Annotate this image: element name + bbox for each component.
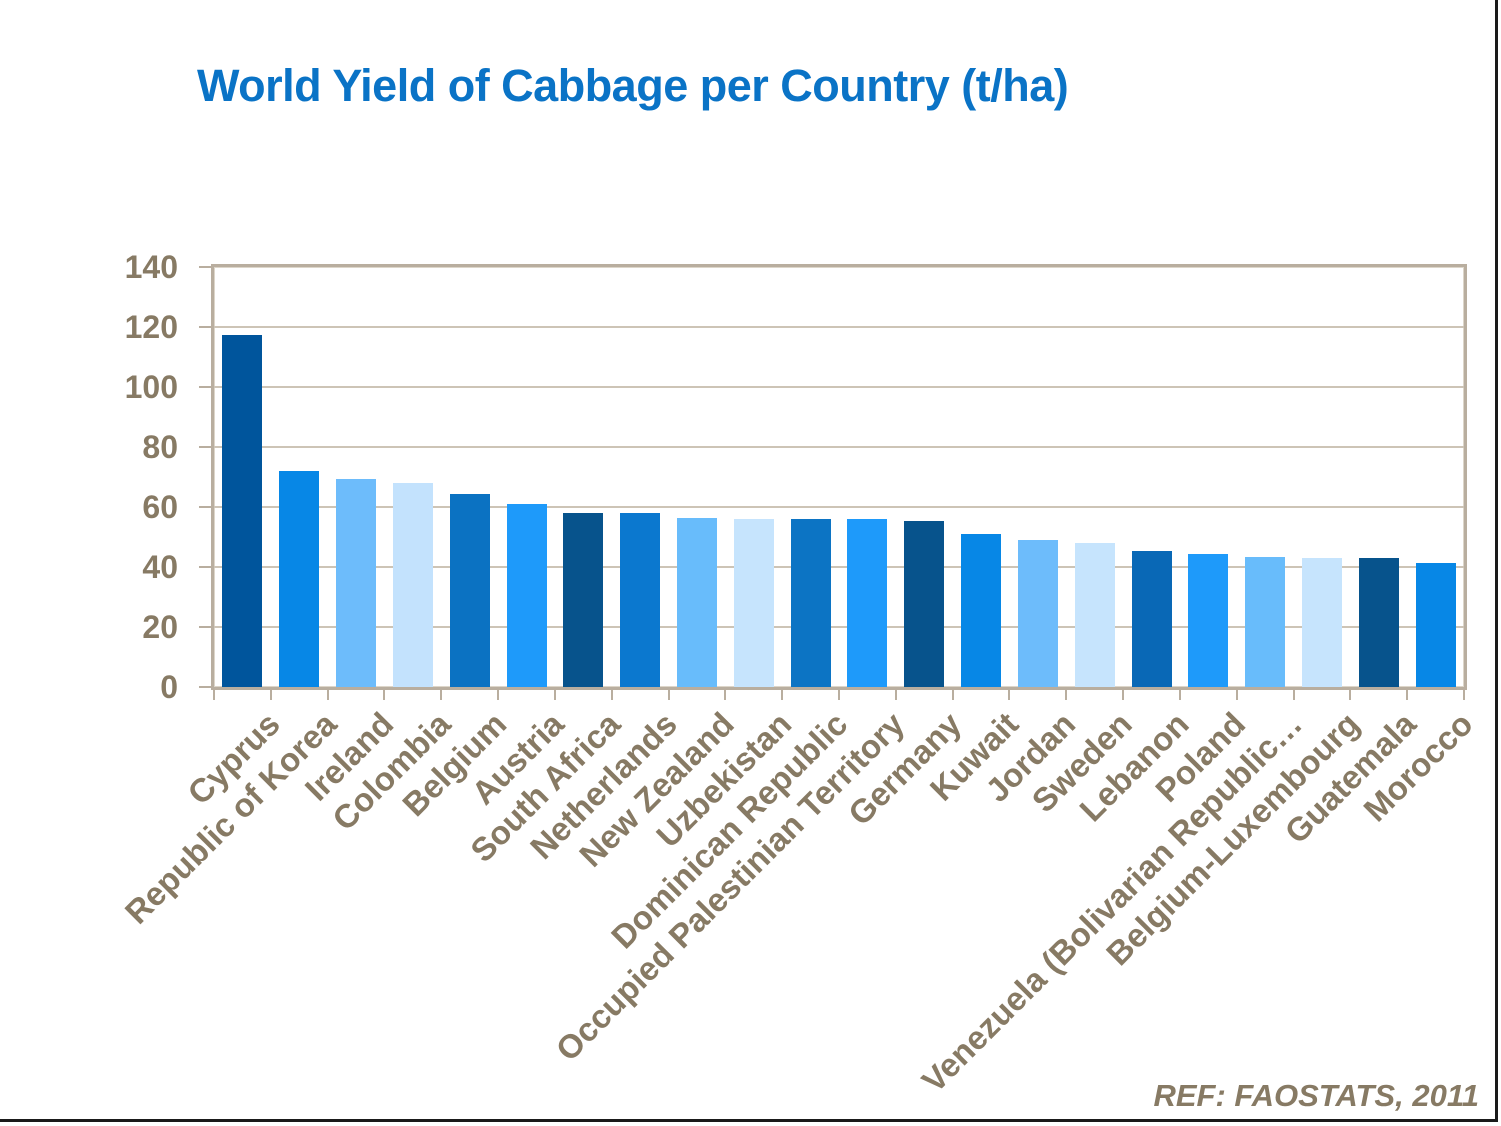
x-axis-tick-3 <box>383 690 386 700</box>
y-axis-label-140: 140 <box>124 249 178 285</box>
bar-lebanon <box>1131 550 1172 687</box>
x-axis-tick-12 <box>894 690 897 700</box>
bar-belgium-luxembourg <box>1301 558 1342 687</box>
x-axis-tick-15 <box>1065 690 1068 700</box>
bar-netherlands <box>620 513 661 687</box>
plot-area <box>214 267 1464 687</box>
bar-republic-of-korea <box>279 471 320 687</box>
bar-ireland <box>336 478 377 687</box>
gridline-120 <box>214 326 1464 328</box>
x-axis-tick-17 <box>1178 690 1181 700</box>
slide-edge-right <box>1495 0 1498 1122</box>
bar-guatemala <box>1358 558 1399 687</box>
y-axis-label-40: 40 <box>142 549 178 585</box>
x-axis-tick-11 <box>838 690 840 700</box>
bar-jordan <box>1017 540 1058 687</box>
x-axis-tick-1 <box>269 690 272 700</box>
bar-morocco <box>1415 562 1456 687</box>
x-axis-tick-2 <box>326 690 329 700</box>
x-axis-tick-21 <box>1406 690 1409 700</box>
gridline-100 <box>214 386 1464 388</box>
x-axis-tick-13 <box>951 690 954 700</box>
y-axis-label-100: 100 <box>124 369 178 405</box>
bar-colombia <box>392 483 433 687</box>
x-axis-tick-6 <box>553 690 556 700</box>
reference-text: REF: FAOSTATS, 2011 <box>1153 1078 1479 1113</box>
y-axis-tick-120 <box>199 326 211 328</box>
y-axis-tick-60 <box>199 506 211 508</box>
slide-edge-bottom <box>0 1119 1498 1122</box>
gridline-60 <box>214 506 1464 508</box>
x-axis-tick-7 <box>610 690 613 700</box>
bar-sweden <box>1074 543 1115 687</box>
bar-germany <box>904 520 945 687</box>
bar-kuwait <box>961 534 1002 687</box>
x-axis-tick-19 <box>1292 690 1295 700</box>
y-axis-label-120: 120 <box>124 309 178 345</box>
x-axis-tick-20 <box>1349 690 1352 700</box>
bar-new-zealand <box>676 517 717 687</box>
y-axis-tick-20 <box>199 626 211 628</box>
bar-dominican-republic <box>790 519 831 687</box>
bar-south-africa <box>563 513 604 687</box>
y-axis-tick-80 <box>199 446 211 448</box>
x-axis-tick-22 <box>1463 690 1465 700</box>
gridline-40 <box>214 566 1464 568</box>
y-axis-label-80: 80 <box>142 429 178 465</box>
bar-austria <box>506 504 547 687</box>
y-axis-tick-0 <box>199 686 211 688</box>
bar-venezuela-bolivarian-republic <box>1245 556 1286 687</box>
gridline-80 <box>214 446 1464 448</box>
bar-occupied-palestinian-territory <box>847 519 888 687</box>
y-axis-tick-140 <box>199 266 211 268</box>
x-axis-tick-14 <box>1008 690 1011 700</box>
x-axis-tick-4 <box>440 690 443 700</box>
x-axis-tick-16 <box>1122 690 1125 700</box>
y-axis-label-60: 60 <box>142 489 178 525</box>
chart-title: World Yield of Cabbage per Country (t/ha… <box>197 60 1069 111</box>
x-axis-tick-8 <box>667 690 670 700</box>
x-axis-tick-10 <box>781 690 784 700</box>
x-axis-tick-0 <box>213 690 215 700</box>
gridline-20 <box>214 626 1464 628</box>
bar-poland <box>1188 553 1229 687</box>
x-axis-tick-9 <box>724 690 727 700</box>
y-axis-label-20: 20 <box>142 609 178 645</box>
bar-uzbekistan <box>733 519 774 687</box>
y-axis-label-0: 0 <box>160 669 178 705</box>
bar-cyprus <box>222 334 263 687</box>
y-axis-tick-40 <box>199 566 211 568</box>
x-axis-tick-5 <box>497 690 500 700</box>
y-axis-tick-100 <box>199 386 211 388</box>
bar-belgium <box>449 493 490 687</box>
x-axis-tick-18 <box>1235 690 1238 700</box>
